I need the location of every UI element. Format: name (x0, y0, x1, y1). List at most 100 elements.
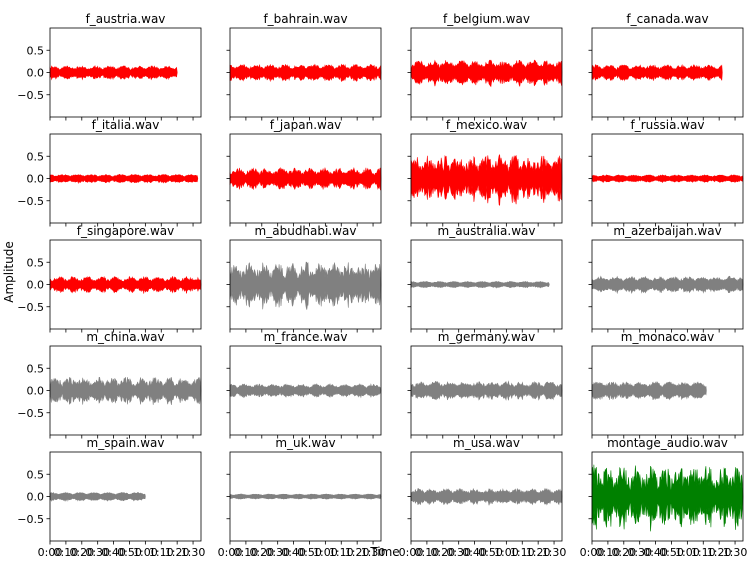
x-tick-label: 0:20 (249, 546, 274, 559)
x-tick-label: 0:50 (659, 546, 684, 559)
subplot-title: m_abudhabi.wav (255, 224, 357, 238)
subplot-f_austria: f_austria.wav 0.5 0.0 −0.5 (17, 12, 202, 121)
x-tick-label: 1:30 (723, 546, 748, 559)
x-tick-label: 1:20 (345, 546, 370, 559)
subplot-m_abudhabi: m_abudhabi.wav (226, 224, 382, 333)
subplot-title: f_bahrain.wav (263, 12, 347, 26)
subplot-f_japan: f_japan.wav (226, 118, 382, 227)
waveform (410, 380, 563, 401)
waveform (49, 491, 146, 502)
subplot-f_singapore: f_singapore.wav 0.5 0.0 −0.5 (17, 224, 202, 333)
x-tick-label: 1:00 (313, 546, 338, 559)
waveform (229, 261, 382, 310)
waveform (410, 59, 563, 88)
subplot-f_mexico: f_mexico.wav (407, 118, 563, 227)
subplot-m_germany: m_germany.wav (407, 330, 563, 439)
subplot-title: f_russia.wav (630, 118, 704, 132)
x-tick-label: 1:10 (510, 546, 535, 559)
subplot-title: m_germany.wav (438, 330, 536, 344)
y-tick-label: 0.5 (27, 256, 45, 269)
subplot-montage_audio: montage_audio.wav 0:000:100:200:300:400:5… (580, 436, 748, 559)
x-tick-label: 1:10 (329, 546, 354, 559)
x-tick-label: 1:30 (542, 546, 567, 559)
x-tick-label: 0:10 (596, 546, 621, 559)
x-tick-label: 0:40 (643, 546, 668, 559)
x-tick-label: 1:10 (149, 546, 174, 559)
y-tick-label: −0.5 (17, 407, 44, 420)
waveform (410, 487, 563, 506)
x-tick-label: 0:40 (101, 546, 126, 559)
subplot-f_canada: f_canada.wav (588, 12, 744, 121)
x-tick-label: 0:00 (580, 546, 605, 559)
subplot-f_bahrain: f_bahrain.wav (226, 12, 382, 121)
waveform (49, 275, 202, 294)
y-tick-label: −0.5 (17, 301, 44, 314)
x-tick-label: 1:20 (707, 546, 732, 559)
x-tick-label: 0:30 (265, 546, 290, 559)
subplot-title: f_singapore.wav (77, 224, 174, 238)
x-tick-label: 0:00 (38, 546, 63, 559)
waveform (410, 153, 563, 206)
subplot-title: m_azerbaijan.wav (613, 224, 721, 238)
y-tick-label: 0.5 (27, 468, 45, 481)
x-tick-label: 0:10 (54, 546, 79, 559)
waveform (49, 173, 199, 184)
waveform (49, 376, 202, 405)
subplot-m_uk: m_uk.wav 0:000:100:200:300:400:501:001:10… (218, 436, 386, 559)
subplot-m_monaco: m_monaco.wav (588, 330, 744, 439)
subplot-title: m_australia.wav (438, 224, 536, 238)
x-tick-label: 0:20 (611, 546, 636, 559)
x-tick-label: 0:00 (399, 546, 424, 559)
subplot-title: f_japan.wav (270, 118, 342, 132)
x-axis-label: Time (369, 545, 399, 559)
waveform (591, 380, 707, 401)
y-tick-label: −0.5 (17, 513, 44, 526)
x-tick-label: 0:10 (234, 546, 259, 559)
subplot-title: m_france.wav (264, 330, 348, 344)
y-tick-label: −0.5 (17, 89, 44, 102)
x-tick-label: 0:20 (69, 546, 94, 559)
x-tick-label: 1:30 (181, 546, 206, 559)
subplot-title: m_china.wav (86, 330, 164, 344)
x-tick-label: 1:00 (494, 546, 519, 559)
x-tick-label: 0:50 (117, 546, 142, 559)
subplot-f_belgium: f_belgium.wav (407, 12, 563, 121)
subplot-title: m_usa.wav (453, 436, 520, 450)
subplot-m_spain: m_spain.wav 0.5 0.0 −0.5 0:000:100:200:300:4… (17, 436, 205, 559)
subplot-title: m_spain.wav (87, 436, 165, 450)
x-tick-label: 0:40 (462, 546, 487, 559)
subplot-title: montage_audio.wav (607, 436, 728, 450)
waveform (591, 464, 744, 532)
x-tick-label: 0:20 (430, 546, 455, 559)
y-axis-label: Amplitude (2, 241, 16, 303)
waveform (591, 64, 723, 82)
y-tick-label: 0.0 (27, 279, 45, 292)
subplot-title: m_uk.wav (275, 436, 335, 450)
y-tick-label: 0.0 (27, 491, 45, 504)
x-tick-label: 1:00 (675, 546, 700, 559)
x-tick-label: 1:10 (691, 546, 716, 559)
waveform (591, 275, 744, 295)
x-tick-label: 1:20 (165, 546, 190, 559)
subplot-title: f_canada.wav (626, 12, 708, 26)
y-tick-label: 0.0 (27, 173, 45, 186)
subplot-m_china: m_china.wav 0.5 0.0 −0.5 (17, 330, 202, 439)
waveform (229, 166, 382, 191)
subplot-title: f_austria.wav (86, 12, 166, 26)
y-tick-label: 0.5 (27, 150, 45, 163)
subplot-m_usa: m_usa.wav 0:000:100:200:300:400:501:001:1… (399, 436, 567, 559)
subplot-m_france: m_france.wav (226, 330, 382, 439)
waveform (410, 280, 550, 289)
x-tick-label: 0:50 (297, 546, 322, 559)
x-tick-label: 1:00 (133, 546, 158, 559)
x-tick-label: 1:30 (361, 546, 386, 559)
subplot-m_australia: m_australia.wav (407, 224, 563, 333)
waveform (229, 63, 382, 83)
x-tick-label: 0:30 (446, 546, 471, 559)
waveform (229, 383, 382, 399)
subplot-f_russia: f_russia.wav (588, 118, 744, 227)
x-tick-label: 0:30 (627, 546, 652, 559)
waveform (591, 174, 744, 184)
subplot-title: f_italia.wav (92, 118, 160, 132)
